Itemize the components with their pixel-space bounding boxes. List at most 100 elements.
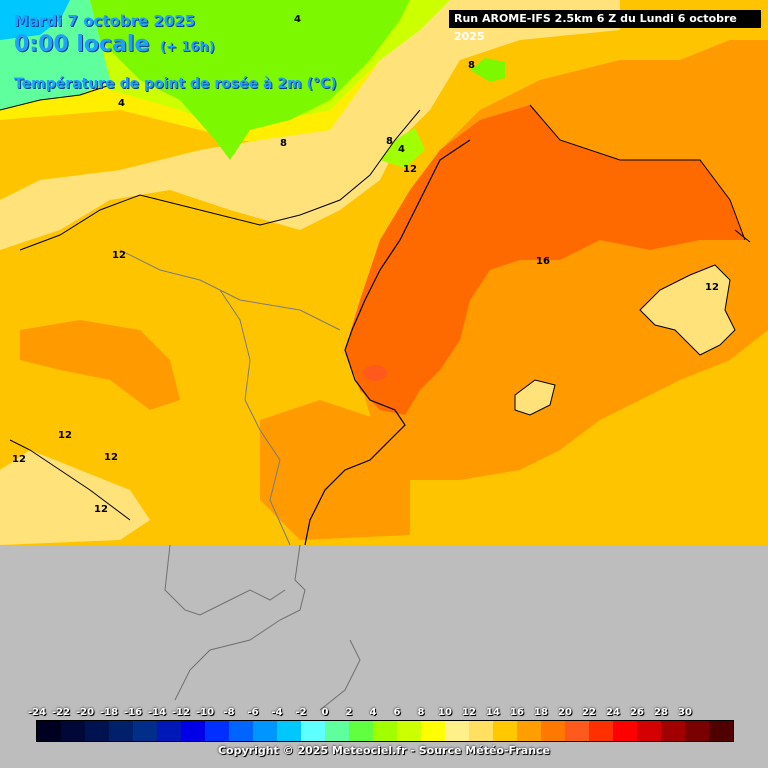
region-border xyxy=(119,249,341,331)
contour-label: 8 xyxy=(280,138,287,149)
coastline xyxy=(304,139,471,546)
warm-core-zone xyxy=(345,105,745,415)
forecast-lead-time: (+ 16h) xyxy=(160,40,215,55)
menorca-island xyxy=(734,229,751,243)
colorbar-tick-label: 30 xyxy=(678,707,692,718)
colorbar-tick-label: 4 xyxy=(369,707,377,718)
colorbar-tick-label: -8 xyxy=(223,707,235,718)
colorbar-swatch xyxy=(157,721,181,741)
colorbar-tick-label: 22 xyxy=(582,707,596,718)
colorbar-tick-label: 16 xyxy=(510,707,524,718)
colorbar-swatch xyxy=(253,721,277,741)
colorbar-tick-label: 0 xyxy=(321,707,329,718)
colorbar-swatch xyxy=(229,721,253,741)
colorbar-tick-label: 26 xyxy=(630,707,644,718)
colorbar-swatch xyxy=(685,721,709,741)
contour-label: 12 xyxy=(94,504,108,515)
orange-zone-south xyxy=(260,400,410,540)
colorbar-tick-label: 28 xyxy=(654,707,668,718)
colorbar-swatch xyxy=(85,721,109,741)
contour-label: 4 xyxy=(294,14,301,25)
isoline-sw xyxy=(9,439,131,521)
colorbar-tick-label: 10 xyxy=(438,707,452,718)
colorbar-swatch xyxy=(349,721,373,741)
colorbar-swatch xyxy=(493,721,517,741)
colorbar-swatch xyxy=(277,721,301,741)
colorbar-swatch xyxy=(541,721,565,741)
cyan-zone xyxy=(0,0,70,40)
colorbar-swatch xyxy=(661,721,685,741)
isoline-12 xyxy=(19,109,421,251)
colorbar-tick-label: -14 xyxy=(147,707,167,718)
run-label: Run AROME-IFS 2.5km 6 Z du Lundi 6 octob… xyxy=(449,10,761,43)
colorbar-swatch xyxy=(469,721,493,741)
colorbar-swatch xyxy=(517,721,541,741)
light-yellow-zone xyxy=(0,0,620,250)
contour-label: 12 xyxy=(58,430,72,441)
green-zone xyxy=(90,0,410,160)
colorbar-tick-label: -20 xyxy=(75,707,95,718)
colorbar-swatch xyxy=(589,721,613,741)
colorbar-tick-label: 2 xyxy=(345,707,353,718)
colorbar-tick-label: -6 xyxy=(247,707,259,718)
contour-label: 12 xyxy=(705,282,719,293)
colorbar-swatch xyxy=(61,721,85,741)
colorbar-tick-label: -16 xyxy=(123,707,143,718)
parameter-title: Température de point de rosée à 2m (°C) xyxy=(14,76,337,92)
border-nodata xyxy=(174,544,306,701)
ibiza-island xyxy=(514,379,556,416)
colorbar-tick-label: -10 xyxy=(195,707,215,718)
contour-label: 4 xyxy=(398,144,405,155)
colorbar-tick-label: 6 xyxy=(393,707,401,718)
border-nodata xyxy=(319,639,361,711)
copyright-text: Copyright © 2025 Meteociel.fr - Source M… xyxy=(217,744,551,757)
colorbar-tick-label: 20 xyxy=(558,707,572,718)
colorbar-tick-label: -22 xyxy=(51,707,71,718)
contour-label: 12 xyxy=(12,454,26,465)
light-yellow-sw xyxy=(0,450,150,545)
contour-label: 12 xyxy=(104,452,118,463)
colorbar-swatch xyxy=(181,721,205,741)
contour-label: 8 xyxy=(468,60,475,71)
colorbar-swatch xyxy=(445,721,469,741)
green-pocket-ne xyxy=(470,58,505,82)
mallorca-island xyxy=(639,264,736,356)
isoline-8 xyxy=(0,84,111,111)
colorbar-swatch xyxy=(37,721,61,741)
contour-label: 4 xyxy=(118,98,125,109)
colorbar-tick-label: -18 xyxy=(99,707,119,718)
colorbar-tick-label: 12 xyxy=(462,707,476,718)
colorbar-tick-label: -12 xyxy=(171,707,191,718)
colorbar-swatch xyxy=(397,721,421,741)
green-pocket-e xyxy=(380,128,425,168)
contour-label: 12 xyxy=(403,164,417,175)
forecast-time: 0:00 locale xyxy=(14,32,150,57)
orange-zone-west xyxy=(20,320,180,410)
colorbar-tick-label: 14 xyxy=(486,707,500,718)
colorbar-swatch xyxy=(613,721,637,741)
colorbar-tick-label: -4 xyxy=(271,707,283,718)
colorbar-swatch xyxy=(205,721,229,741)
colorbar-swatch xyxy=(301,721,325,741)
colorbar-swatch xyxy=(421,721,445,741)
contour-label: 8 xyxy=(386,136,393,147)
colorbar-swatch xyxy=(109,721,133,741)
forecast-date: Mardi 7 octobre 2025 xyxy=(14,12,196,30)
contour-label: 16 xyxy=(536,256,550,267)
colorbar-swatch xyxy=(133,721,157,741)
colorbar-swatch xyxy=(565,721,589,741)
border-nodata xyxy=(164,544,286,616)
colorbar-tick-label: -24 xyxy=(27,707,47,718)
colorbar-swatch xyxy=(373,721,397,741)
colorbar-tick-label: 8 xyxy=(417,707,425,718)
colorbar-swatch xyxy=(637,721,661,741)
colorbar-tick-label: 24 xyxy=(606,707,620,718)
colorbar-tick-label: 18 xyxy=(534,707,548,718)
colorbar-swatch xyxy=(709,721,733,741)
region-border xyxy=(219,289,291,546)
warm-spot xyxy=(363,365,387,381)
isoline-16 xyxy=(529,104,746,241)
colorbar-swatch xyxy=(325,721,349,741)
contour-label: 12 xyxy=(112,250,126,261)
